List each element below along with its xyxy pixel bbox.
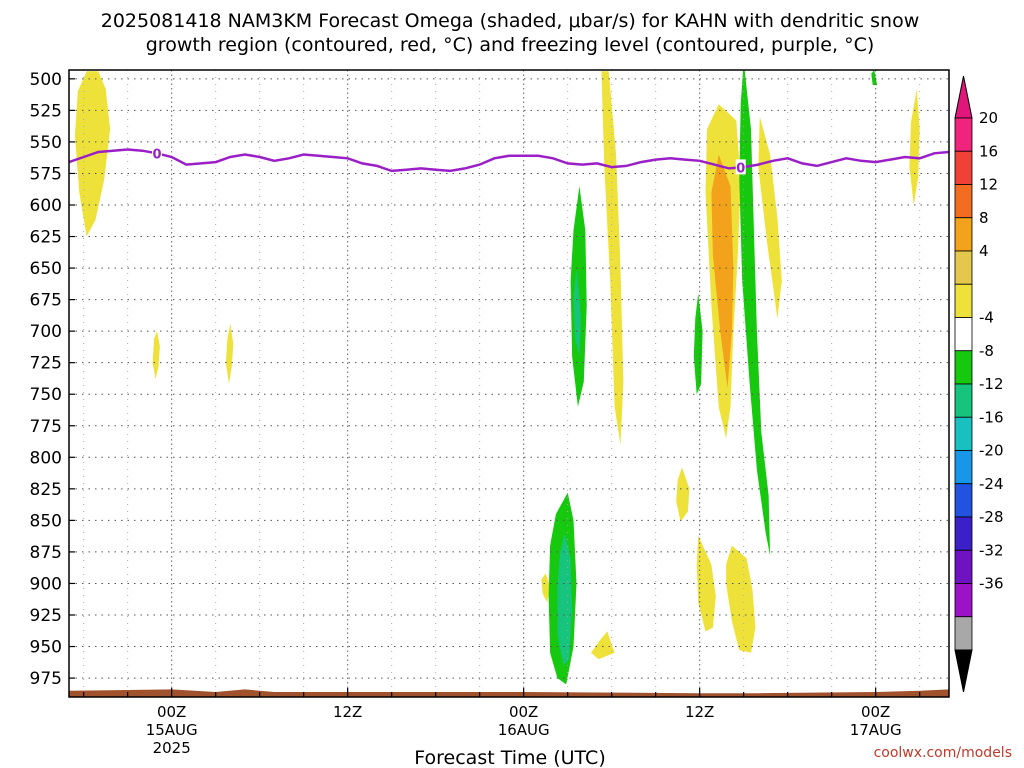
colorbar-tick-11: -28 xyxy=(979,508,1004,526)
ground-fill xyxy=(69,689,949,697)
y-tick-label-500: 500 xyxy=(30,70,62,90)
omega-region-15 xyxy=(739,70,771,556)
y-tick-label-750: 750 xyxy=(30,385,62,405)
x-tick-label-48-1: 17AUG xyxy=(850,721,902,739)
colorbar-bin-15 xyxy=(954,616,973,651)
colorbar-bin-14 xyxy=(954,583,973,618)
colorbar: 20 16 12 8 4 -4 -8 -12 -16 -20 -24 -28 -32 -36 xyxy=(954,75,1004,693)
colorbar-bin-10 xyxy=(954,450,973,485)
colorbar-tick-7: -12 xyxy=(979,375,1004,393)
y-tick-label-525: 525 xyxy=(30,101,62,121)
omega-region-2 xyxy=(225,323,234,385)
plot-frame xyxy=(68,69,950,698)
colorbar-tick-10: -24 xyxy=(979,475,1004,493)
omega-region-14 xyxy=(573,268,581,357)
colorbar-bin-0 xyxy=(954,117,973,152)
colorbar-tick-9: -20 xyxy=(979,442,1004,460)
y-tick-label-600: 600 xyxy=(30,196,62,216)
colorbar-tick-13: -36 xyxy=(979,575,1004,593)
freezing-label-bg-1 xyxy=(735,159,746,175)
omega-region-18 xyxy=(557,533,573,666)
y-tick-label-650: 650 xyxy=(30,259,62,279)
colorbar-bin-9 xyxy=(954,416,973,451)
x-tick-label-12-0: 12Z xyxy=(333,703,362,721)
freezing-label-bg-0 xyxy=(152,145,162,161)
freezing-level-line xyxy=(69,148,949,173)
y-tick-label-775: 775 xyxy=(30,417,62,437)
chart-title: 2025081418 NAM3KM Forecast Omega (shaded… xyxy=(101,10,920,32)
y-axis: 500 525 550 575 600 625 650 675 700 725 750 775 800 8… xyxy=(30,70,75,689)
credit-text: coolwx.com/models xyxy=(874,745,1012,761)
colorbar-bin-11 xyxy=(954,483,973,518)
x-tick-label-0-2: 2025 xyxy=(153,739,191,757)
colorbar-tick-1: 16 xyxy=(979,142,998,160)
omega-region-16 xyxy=(693,293,703,395)
y-tick-label-725: 725 xyxy=(30,354,62,374)
colorbar-bin-4 xyxy=(954,250,973,285)
y-tick-label-850: 850 xyxy=(30,511,62,531)
x-tick-label-36-0: 12Z xyxy=(685,703,714,721)
colorbar-bin-3 xyxy=(954,217,973,252)
omega-region-19 xyxy=(871,70,878,86)
colorbar-tick-4: 4 xyxy=(979,242,989,260)
ground-layer xyxy=(69,689,949,697)
colorbar-bin-6 xyxy=(954,317,973,352)
colorbar-bin-8 xyxy=(954,383,973,418)
colorbar-bin-12 xyxy=(954,516,973,551)
omega-region-12 xyxy=(726,545,756,653)
omega-region-7 xyxy=(758,116,782,319)
x-tick-label-0-0: 00Z xyxy=(157,703,186,721)
y-tick-label-875: 875 xyxy=(30,543,62,563)
freezing-level: 00 xyxy=(69,145,949,176)
omega-region-9 xyxy=(711,154,734,388)
omega-region-10 xyxy=(909,88,920,205)
x-tick-label-24-1: 16AUG xyxy=(498,721,550,739)
x-axis-label: Forecast Time (UTC) xyxy=(414,747,605,768)
omega-region-4 xyxy=(676,467,690,522)
omega-region-6 xyxy=(591,631,615,660)
colorbar-tick-2: 12 xyxy=(979,176,998,194)
chart-subtitle: growth region (contoured, red, °C) and f… xyxy=(146,34,875,56)
y-tick-label-800: 800 xyxy=(30,448,62,468)
y-tick-label-975: 975 xyxy=(30,669,62,689)
colorbar-bin-1 xyxy=(954,150,973,185)
colorbar-tick-6: -8 xyxy=(979,342,994,360)
y-tick-label-550: 550 xyxy=(30,133,62,153)
colorbar-tick-5: -4 xyxy=(979,309,994,327)
y-tick-label-950: 950 xyxy=(30,638,62,658)
y-tick-label-625: 625 xyxy=(30,228,62,248)
omega-region-5 xyxy=(541,573,551,603)
omega-shading xyxy=(74,70,920,685)
y-tick-label-575: 575 xyxy=(30,164,62,184)
y-tick-label-925: 925 xyxy=(30,606,62,626)
colorbar-bottom-arrow xyxy=(954,649,973,693)
x-tick-label-48-0: 00Z xyxy=(861,703,890,721)
freezing-label-1: 0 xyxy=(736,161,745,176)
colorbar-bin-5 xyxy=(954,283,973,318)
omega-region-1 xyxy=(152,331,160,380)
colorbar-bin-13 xyxy=(954,549,973,584)
grid-lines xyxy=(69,70,949,697)
x-tick-label-0-1: 15AUG xyxy=(146,721,198,739)
y-tick-label-825: 825 xyxy=(30,480,62,500)
colorbar-tick-12: -32 xyxy=(979,541,1004,559)
colorbar-tick-8: -16 xyxy=(979,408,1004,426)
y-tick-label-675: 675 xyxy=(30,291,62,311)
colorbar-bin-7 xyxy=(954,350,973,385)
colorbar-bin-2 xyxy=(954,184,973,219)
colorbar-tick-0: 20 xyxy=(979,109,998,127)
y-tick-label-700: 700 xyxy=(30,322,62,342)
x-tick-label-24-0: 00Z xyxy=(509,703,538,721)
freezing-label-0: 0 xyxy=(152,147,161,162)
colorbar-tick-3: 8 xyxy=(979,209,989,227)
y-tick-label-900: 900 xyxy=(30,574,62,594)
